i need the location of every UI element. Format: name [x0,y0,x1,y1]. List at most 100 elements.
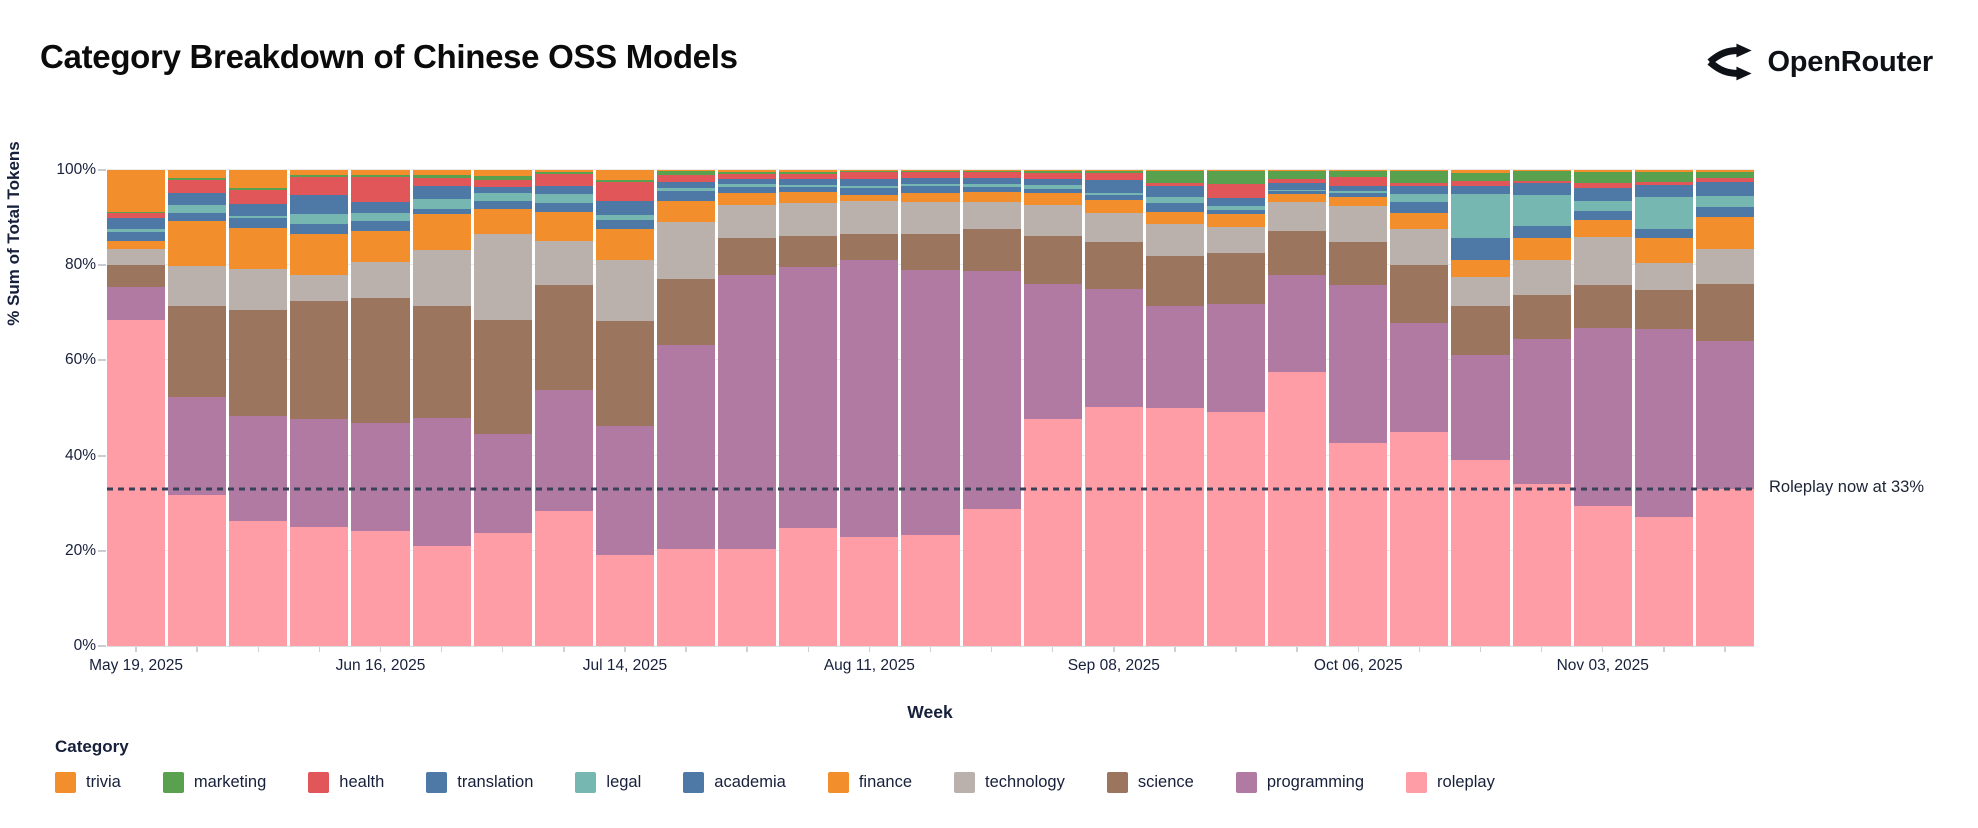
segment-legal[interactable] [656,187,716,191]
segment-finance[interactable] [1573,220,1632,237]
segment-finance[interactable] [1023,192,1082,205]
segment-technology[interactable] [840,201,899,235]
segment-finance[interactable] [718,192,777,205]
segment-translation[interactable] [534,185,593,195]
segment-technology[interactable] [229,269,288,311]
segment-science[interactable] [1268,230,1327,276]
segment-roleplay[interactable] [840,537,899,646]
bar-oct-13-2025[interactable] [1390,170,1449,646]
segment-roleplay[interactable] [1145,407,1204,646]
segment-academia[interactable] [1145,202,1204,213]
segment-roleplay[interactable] [229,520,288,646]
segment-marketing[interactable] [229,188,288,190]
segment-science[interactable] [718,237,777,275]
segment-finance[interactable] [1512,237,1571,260]
segment-trivia[interactable] [473,170,532,176]
segment-academia[interactable] [1390,202,1449,213]
segment-legal[interactable] [779,184,838,188]
segment-marketing[interactable] [412,175,471,179]
bar-jun-23-2025[interactable] [412,170,471,646]
segment-health[interactable] [656,174,716,182]
segment-finance[interactable] [168,221,227,267]
segment-roleplay[interactable] [595,554,654,646]
segment-academia[interactable] [1634,229,1693,238]
segment-health[interactable] [595,182,654,202]
segment-finance[interactable] [412,214,471,250]
segment-health[interactable] [1573,183,1632,188]
segment-health[interactable] [1634,181,1693,186]
segment-academia[interactable] [229,218,288,228]
bar-oct-27-2025[interactable] [1512,170,1571,646]
segment-trivia[interactable] [901,170,960,171]
segment-programming[interactable] [168,396,227,496]
segment-technology[interactable] [107,249,166,265]
segment-science[interactable] [1573,285,1632,328]
segment-legal[interactable] [229,215,288,219]
segment-technology[interactable] [1268,202,1327,231]
segment-programming[interactable] [107,287,166,320]
segment-roleplay[interactable] [1084,407,1143,646]
segment-legal[interactable] [1573,201,1632,211]
segment-technology[interactable] [1695,249,1754,285]
segment-roleplay[interactable] [168,495,227,646]
segment-programming[interactable] [656,344,716,550]
segment-legal[interactable] [168,205,227,214]
segment-marketing[interactable] [290,174,349,177]
segment-marketing[interactable] [1390,171,1449,183]
segment-programming[interactable] [1268,275,1327,372]
segment-academia[interactable] [351,220,410,232]
segment-science[interactable] [840,234,899,260]
bar-jun-16-2025[interactable] [351,170,410,646]
segment-trivia[interactable] [290,170,349,175]
segment-roleplay[interactable] [656,549,716,646]
segment-finance[interactable] [1451,259,1510,277]
segment-legal[interactable] [1634,197,1693,230]
segment-finance[interactable] [1268,194,1327,203]
segment-roleplay[interactable] [1451,459,1510,646]
segment-marketing[interactable] [1023,170,1082,173]
segment-health[interactable] [962,171,1021,178]
segment-health[interactable] [107,212,166,218]
segment-roleplay[interactable] [107,319,166,646]
legend-item-science[interactable]: science [1106,772,1194,793]
segment-technology[interactable] [1573,236,1632,286]
segment-technology[interactable] [779,203,838,237]
segment-legal[interactable] [534,194,593,203]
segment-finance[interactable] [1695,217,1754,250]
segment-health[interactable] [1329,176,1388,187]
bar-jun-30-2025[interactable] [473,170,532,646]
segment-translation[interactable] [1268,183,1327,190]
segment-technology[interactable] [168,266,227,306]
segment-programming[interactable] [1695,341,1754,489]
segment-programming[interactable] [779,266,838,528]
segment-roleplay[interactable] [1023,418,1082,646]
segment-technology[interactable] [656,222,716,280]
bar-jul-21-2025[interactable] [656,170,716,646]
segment-science[interactable] [962,228,1021,272]
bar-jul-07-2025[interactable] [534,170,593,646]
legend-item-health[interactable]: health [308,772,384,793]
segment-science[interactable] [1451,306,1510,355]
segment-health[interactable] [412,178,471,186]
segment-marketing[interactable] [534,171,593,174]
segment-marketing[interactable] [779,171,838,175]
segment-roleplay[interactable] [1329,443,1388,646]
openrouter-brand[interactable]: OpenRouter [1707,42,1933,82]
segment-technology[interactable] [351,262,410,299]
segment-marketing[interactable] [1451,173,1510,182]
segment-legal[interactable] [1268,189,1327,192]
segment-technology[interactable] [1329,206,1388,243]
legend-item-finance[interactable]: finance [827,772,912,793]
legend-item-legal[interactable]: legal [575,772,641,793]
segment-trivia[interactable] [1023,170,1082,171]
segment-academia[interactable] [779,187,838,192]
segment-translation[interactable] [107,217,166,230]
segment-academia[interactable] [656,190,716,202]
segment-programming[interactable] [840,259,899,537]
segment-health[interactable] [1390,182,1449,186]
segment-health[interactable] [534,173,593,186]
segment-marketing[interactable] [962,170,1021,172]
segment-health[interactable] [1512,180,1571,184]
segment-finance[interactable] [107,241,166,250]
segment-legal[interactable] [1695,196,1754,207]
